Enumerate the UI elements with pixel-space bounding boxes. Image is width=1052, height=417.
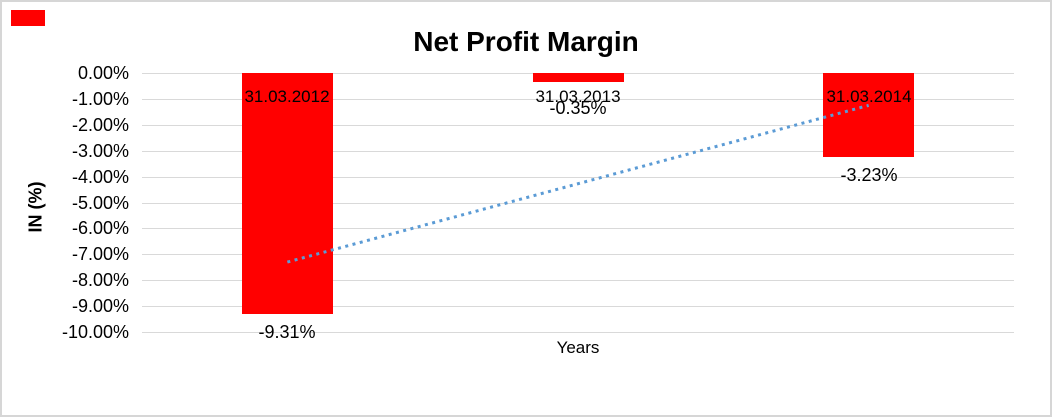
y-gridline: [142, 99, 1014, 100]
y-tick-label: -6.00%: [71, 218, 129, 238]
bar-31.03.2012: [242, 73, 333, 314]
bar-31.03.2014: [823, 73, 914, 157]
y-tick-label: -10.00%: [61, 322, 129, 342]
chart-title: Net Profit Margin: [413, 26, 639, 57]
y-tick-label: -8.00%: [71, 270, 129, 290]
y-gridline: [142, 280, 1014, 281]
y-tick-label: -7.00%: [71, 244, 129, 264]
bar-31.03.2013: [533, 73, 624, 82]
y-tick-label: -5.00%: [71, 193, 129, 213]
data-label: -9.31%: [258, 322, 316, 342]
category-label: 31.03.2012: [244, 87, 330, 106]
y-gridline: [142, 332, 1014, 333]
data-label: -0.35%: [549, 98, 607, 118]
y-tick-label: -4.00%: [71, 167, 129, 187]
x-axis-title: Years: [556, 338, 600, 357]
category-label: 31.03.2013: [535, 87, 621, 106]
data-label: -3.23%: [840, 165, 898, 185]
y-tick-label: -2.00%: [71, 115, 129, 135]
category-label: 31.03.2014: [826, 87, 912, 106]
y-tick-label: -3.00%: [71, 141, 129, 161]
y-gridline: [142, 306, 1014, 307]
y-tick-label: -9.00%: [71, 296, 129, 316]
y-tick-label: -1.00%: [71, 89, 129, 109]
y-tick-label: 0.00%: [77, 63, 129, 83]
red-marker: [11, 10, 45, 26]
